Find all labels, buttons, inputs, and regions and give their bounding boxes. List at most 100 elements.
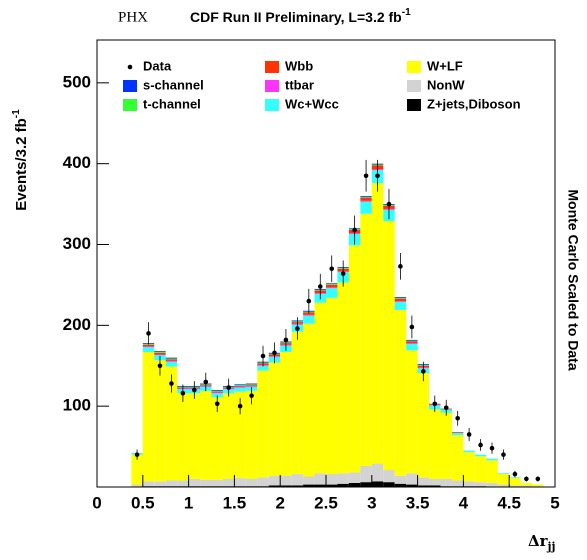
x-axis-label: Δrjj [528,532,556,553]
stack-segment [326,287,338,289]
data-point [226,385,231,390]
stack-segment [394,301,407,302]
legend-label: s-channel [143,77,204,92]
data-point [421,369,426,374]
stack-segment [463,452,475,482]
xlabel-sub: jj [547,540,556,553]
data-point [535,476,541,482]
stack-segment [280,352,292,476]
xlabel-text: Δr [528,532,549,550]
stack-segment [142,352,155,482]
stack-segment [383,470,395,483]
data-point [398,264,403,269]
chart-title: CDF Run II Preliminary, L=3.2 fb-1 [190,7,411,25]
stack-segment [337,473,349,484]
stack-segment [486,482,498,487]
data-point [192,387,197,393]
stack-segment [394,297,407,299]
legend-label: Z+jets,Diboson [427,96,521,111]
stack-segment [326,484,338,487]
legend-swatch [407,80,421,92]
stack-segment [394,483,407,487]
stack-segment [440,412,452,479]
stack-segment [371,481,384,487]
stack-segment [142,346,155,348]
data-point [146,331,151,336]
stack-segment [394,297,407,298]
data-point [283,337,289,343]
stack-segment [348,472,361,483]
stack-segment [383,482,395,487]
stack-segment [200,390,212,480]
data-point [375,173,380,179]
stack-segment [303,476,315,485]
legend-swatch [407,61,421,73]
ylabel-sup: -1 [11,109,22,118]
data-point [295,326,300,331]
legend-label: t-channel [143,96,201,111]
header: PHX [118,9,148,25]
data-point [203,379,209,385]
stack-segment [486,460,498,483]
stack-segment [234,387,246,392]
stack-segment [451,432,464,436]
stack-segment [326,474,338,485]
stack-segment [360,201,372,214]
x-tick-label: 0.5 [131,493,155,512]
stack-segment [165,357,178,359]
stack-segment [314,484,326,487]
data-point [169,381,174,386]
stack-segment [406,339,418,341]
data-point [317,284,323,289]
stack-segment [165,366,178,481]
data-point [386,201,392,207]
legend-swatch [123,80,137,92]
stack-segment [406,473,418,485]
stack-segment [188,393,201,479]
stack-segment [348,245,361,473]
stack-segment [245,383,258,385]
stack-segment [394,301,407,310]
right-label: Monte Carlo Scaled to Data [565,189,581,370]
stack-segment [326,283,338,285]
stack-segment [234,386,246,388]
stack-segment [497,474,510,485]
stack-segment [165,358,178,360]
stack-segment [474,454,487,457]
stack-segment [142,347,155,353]
stack-segment [417,485,430,487]
stack-segment [211,393,223,398]
stack-segment [451,432,464,433]
stack-segment [406,340,418,342]
stack-segment [131,484,143,487]
stack-segment [337,483,349,487]
x-tick-label: 0 [92,493,101,512]
stack-segment [222,393,235,479]
stack-segment [211,390,223,391]
stack-segment [268,362,281,476]
stack-segment [280,485,292,487]
stack-segment [211,391,223,393]
ylabel-text: Events/3.2 fb [13,118,30,211]
stack-segment [280,475,292,486]
stack-segment [257,365,269,371]
legend-label: NonW [427,77,465,92]
stack-segment [211,397,223,480]
data-point [260,353,266,359]
stack-segment [509,485,521,487]
data-point [432,401,438,407]
stack-segment [497,484,510,487]
stack-segment [360,213,372,466]
stack-segment [474,482,487,487]
stack-segment [177,480,189,487]
y-tick-label: 200 [63,315,91,334]
stack-segment [360,465,372,483]
x-tick-label: 2 [275,493,284,512]
data-point [512,471,518,477]
stack-segment [520,485,533,487]
data-point [157,363,163,369]
stack-segment [406,343,418,344]
stack-segment [348,482,361,487]
stack-segment [406,343,418,351]
